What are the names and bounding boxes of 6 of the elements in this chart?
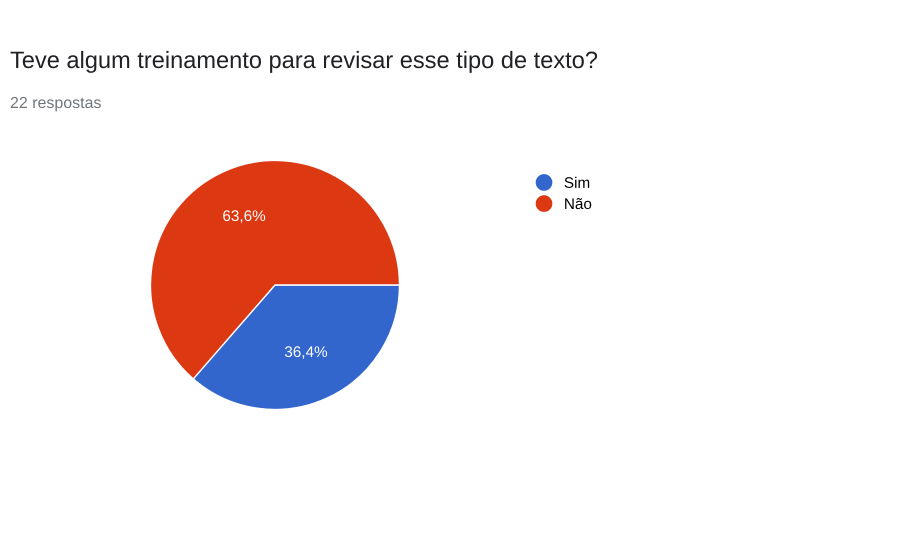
data-label: 36,4% [284, 346, 328, 359]
data-label: 63,6% [223, 210, 266, 223]
chart-title: Teve algum treinamento para revisar esse tipo de texto? [10, 50, 598, 73]
legend-label: Não [565, 198, 592, 210]
chart-subtitle: 22 respostas [10, 96, 101, 112]
legend-label: Sim [564, 176, 590, 188]
